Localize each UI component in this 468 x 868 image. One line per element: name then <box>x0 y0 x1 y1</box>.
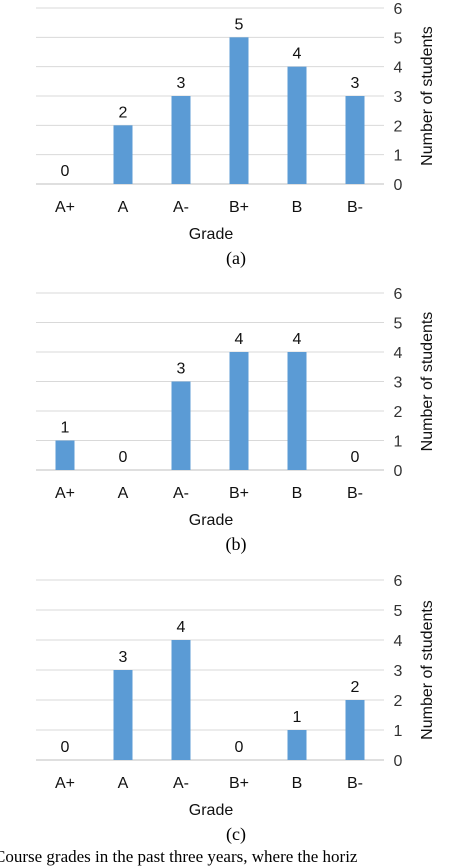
x-tick-label: B- <box>347 775 363 792</box>
data-label: 4 <box>293 46 302 63</box>
x-tick-label: A+ <box>55 775 75 792</box>
x-tick-label: A- <box>173 485 189 502</box>
x-tick-label: B <box>292 485 303 502</box>
x-tick-label: B+ <box>229 775 249 792</box>
bar <box>229 37 249 185</box>
x-tick-label: A+ <box>55 485 75 502</box>
bar <box>171 381 191 470</box>
y-tick-label: 0 <box>394 463 403 480</box>
data-label: 4 <box>177 619 186 636</box>
bar <box>287 352 307 470</box>
y-tick-label: 3 <box>394 89 403 106</box>
data-label: 4 <box>235 331 244 348</box>
y-tick-label: 0 <box>394 177 403 194</box>
y-axis-title: Number of students <box>419 600 436 740</box>
subfigure-caption: (b) <box>226 534 247 555</box>
data-label: 4 <box>293 331 302 348</box>
x-tick-label: A+ <box>55 199 75 216</box>
y-tick-label: 2 <box>394 693 403 710</box>
data-label: 0 <box>61 739 70 756</box>
data-label: 3 <box>351 75 360 92</box>
data-label: 3 <box>177 361 186 378</box>
bar <box>113 125 133 184</box>
y-axis-title: Number of students <box>419 312 436 452</box>
bar <box>345 700 365 760</box>
data-label: 2 <box>351 679 360 696</box>
bar <box>345 96 365 184</box>
data-label: 0 <box>235 739 244 756</box>
y-tick-label: 2 <box>394 404 403 421</box>
data-label: 3 <box>119 649 128 666</box>
y-tick-label: 1 <box>394 723 403 740</box>
x-tick-label: B- <box>347 199 363 216</box>
y-tick-label: 6 <box>394 573 403 590</box>
figure-caption: Course grades in the past three years, w… <box>0 847 358 866</box>
x-tick-label: A- <box>173 199 189 216</box>
y-tick-label: 1 <box>394 434 403 451</box>
y-tick-label: 6 <box>394 286 403 303</box>
x-axis-title: Grade <box>189 802 234 819</box>
y-tick-label: 4 <box>394 633 403 650</box>
x-axis-title: Grade <box>189 226 234 243</box>
x-axis-title: Grade <box>189 512 234 529</box>
chart-3: 0 1 2 3 4 5 6 0 A+ 3 A 4 A- 0 B+ 1 B 2 B- Grade Number of st… <box>36 573 436 845</box>
x-tick-label: B <box>292 199 303 216</box>
y-axis-title: Number of students <box>419 26 436 166</box>
data-label: 0 <box>61 163 70 180</box>
y-tick-label: 4 <box>394 345 403 362</box>
y-tick-label: 5 <box>394 316 403 333</box>
bar <box>55 440 75 470</box>
y-tick-label: 3 <box>394 663 403 680</box>
bar <box>287 66 307 184</box>
y-tick-label: 2 <box>394 118 403 135</box>
bar <box>171 640 191 760</box>
x-tick-label: B+ <box>229 485 249 502</box>
bar <box>113 670 133 760</box>
x-tick-label: A <box>118 485 129 502</box>
bar <box>171 96 191 184</box>
subfigure-caption: (c) <box>226 824 246 845</box>
x-tick-label: A- <box>173 775 189 792</box>
data-label: 0 <box>351 449 360 466</box>
data-label: 1 <box>293 709 302 726</box>
x-tick-label: A <box>118 199 129 216</box>
bar <box>229 352 249 470</box>
y-tick-label: 0 <box>394 753 403 770</box>
y-tick-label: 1 <box>394 148 403 165</box>
x-tick-label: A <box>118 775 129 792</box>
data-label: 3 <box>177 75 186 92</box>
data-label: 0 <box>119 449 128 466</box>
chart-2: 0 1 2 3 4 5 6 1 A+ 0 A 3 A- 4 B+ 4 B 0 B- Grade Number of st… <box>36 286 436 555</box>
charts-container: 0 1 2 3 4 5 6 0 A+ 2 A 3 A- 5 B+ 4 B 3 B- Grade Number of st… <box>36 1 436 845</box>
data-label: 1 <box>61 420 70 437</box>
y-tick-label: 3 <box>394 375 403 392</box>
bar <box>287 730 307 760</box>
x-tick-label: B+ <box>229 199 249 216</box>
y-tick-label: 5 <box>394 30 403 47</box>
y-tick-label: 4 <box>394 60 403 77</box>
x-tick-label: B- <box>347 485 363 502</box>
data-label: 2 <box>119 104 128 121</box>
x-tick-label: B <box>292 775 303 792</box>
data-label: 5 <box>235 16 244 33</box>
y-tick-label: 6 <box>394 1 403 18</box>
subfigure-caption: (a) <box>226 248 246 269</box>
chart-1: 0 1 2 3 4 5 6 0 A+ 2 A 3 A- 5 B+ 4 B 3 B- Grade Number of st… <box>36 1 436 269</box>
y-tick-label: 5 <box>394 603 403 620</box>
